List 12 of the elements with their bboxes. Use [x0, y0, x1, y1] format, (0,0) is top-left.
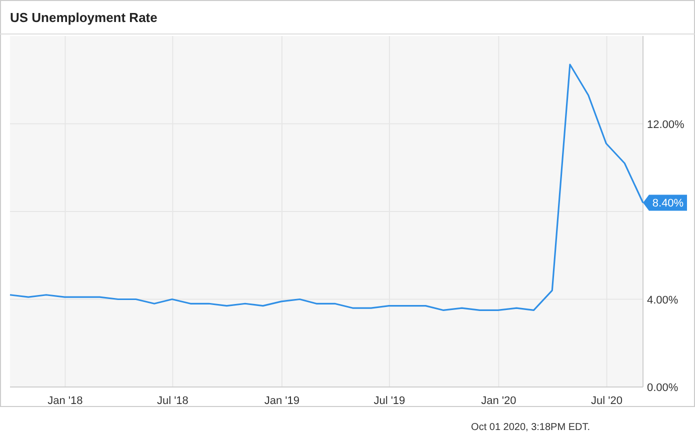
x-tick-label: Jul '20: [591, 395, 623, 407]
y-tick-label: 0.00%: [647, 382, 678, 394]
x-tick-label: Jul '19: [374, 395, 406, 407]
text: Oct 01 2020, 3:18PM EDT.: [471, 422, 590, 433]
x-tick-label: Jan '19: [264, 395, 300, 407]
annotation: 8.40%: [652, 198, 684, 210]
x-tick-label: Jan '20: [481, 395, 516, 407]
y-tick-label: 4.00%: [647, 294, 678, 306]
x-tick-label: Jan '18: [48, 395, 83, 407]
x-tick-label: Jul '18: [156, 395, 188, 407]
y-tick-label: 12.00%: [647, 118, 685, 131]
chart-title: US Unemployment Rate: [10, 10, 158, 25]
